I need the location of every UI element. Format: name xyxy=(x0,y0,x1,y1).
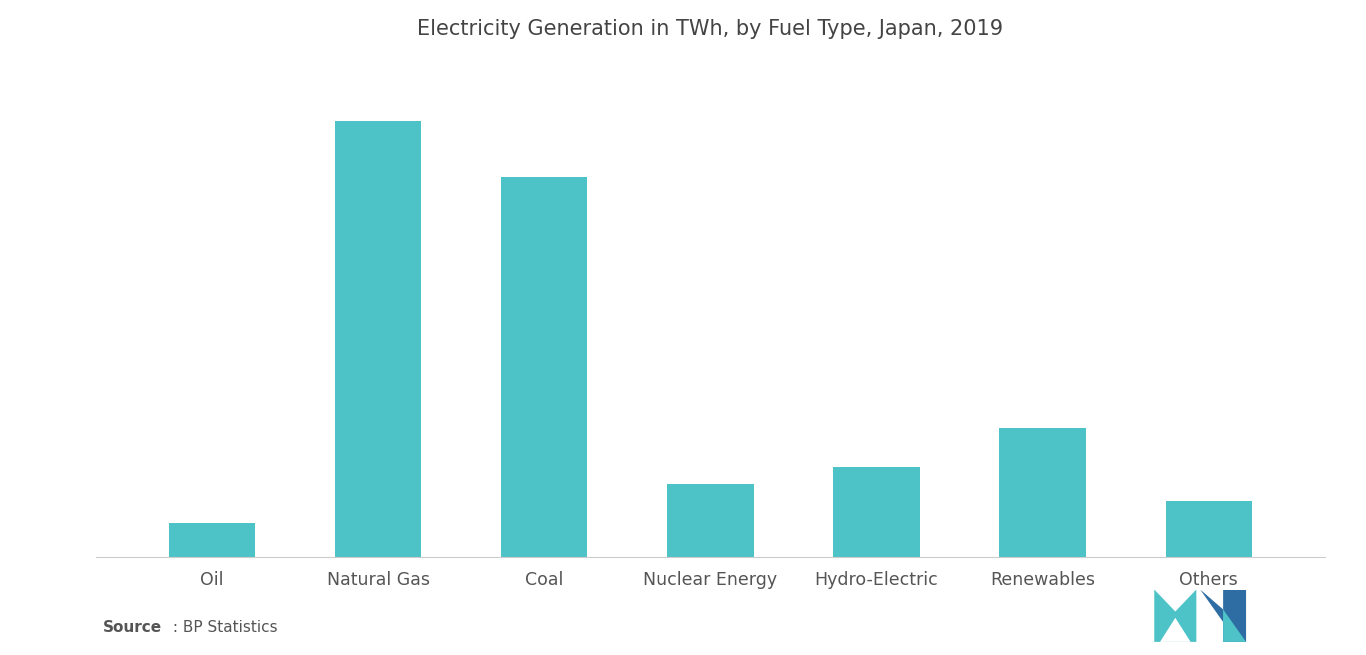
Bar xyxy=(1000,428,1086,557)
Bar xyxy=(833,468,919,557)
Bar xyxy=(667,484,754,557)
Bar xyxy=(169,523,255,557)
Bar xyxy=(335,121,421,557)
Title: Electricity Generation in TWh, by Fuel Type, Japan, 2019: Electricity Generation in TWh, by Fuel T… xyxy=(417,19,1004,39)
Text: : BP Statistics: : BP Statistics xyxy=(168,620,277,635)
Bar xyxy=(1165,501,1251,557)
Text: Source: Source xyxy=(102,620,161,635)
Bar xyxy=(501,177,587,557)
